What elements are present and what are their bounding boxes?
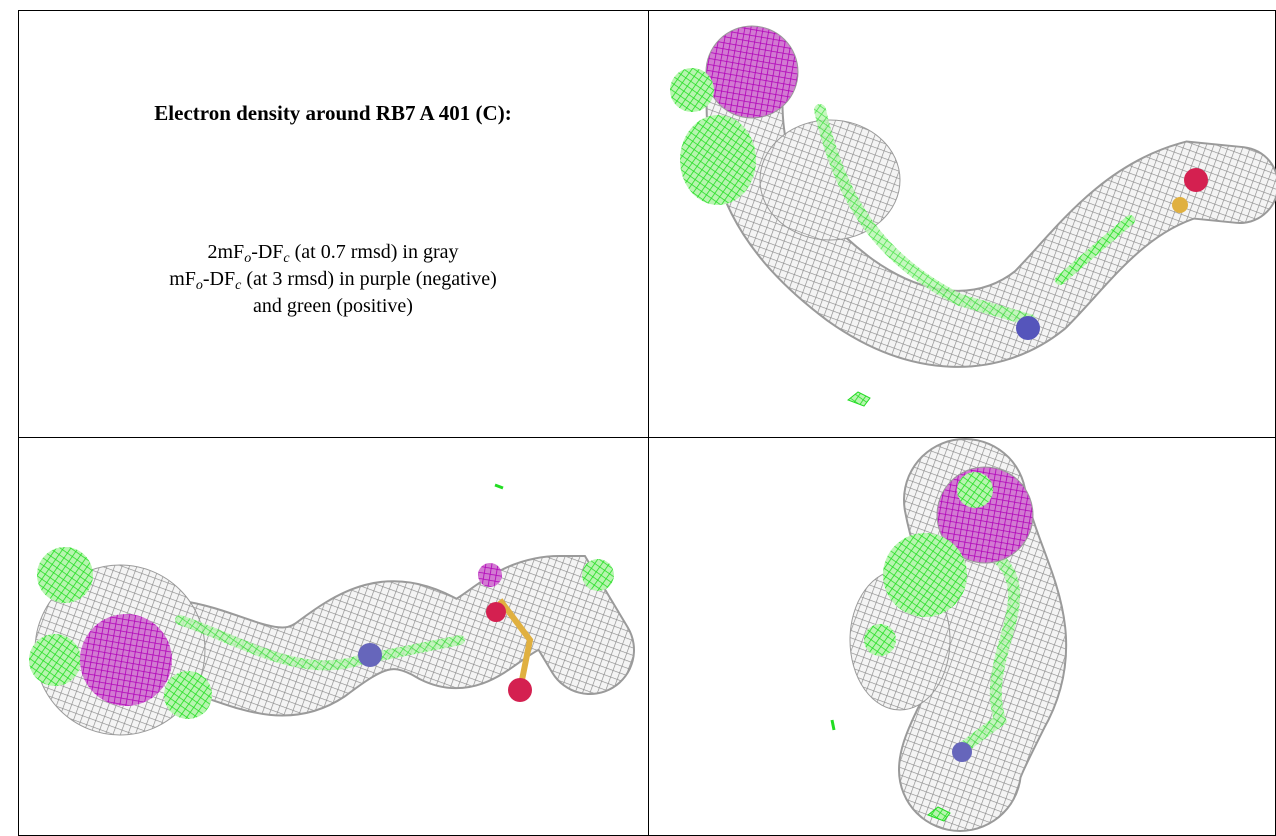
text-run: -DF xyxy=(251,241,284,263)
text-run: (at 0.7 rmsd) in gray xyxy=(289,241,459,263)
subscript: o xyxy=(195,278,203,293)
text-run: and green (positive) xyxy=(253,295,413,317)
subscript: c xyxy=(283,251,290,266)
caption-lines: 2mFo-DFc (at 0.7 rmsd) in gray mFo-DFc (a… xyxy=(19,239,647,320)
density-view-2 xyxy=(29,483,635,736)
caption-line: and green (positive) xyxy=(19,293,647,320)
caption-line: mFo-DFc (at 3 rmsd) in purple (negative) xyxy=(19,266,647,293)
text-run: (at 3 rmsd) in purple (negative) xyxy=(241,268,497,290)
caption-cell: Electron density around RB7 A 401 (C): 2… xyxy=(19,11,647,436)
caption-title: Electron density around RB7 A 401 (C): xyxy=(154,101,512,125)
subscript: c xyxy=(235,278,242,293)
text-run: mF xyxy=(169,268,196,290)
text-run: -DF xyxy=(202,268,236,290)
density-view-1 xyxy=(670,25,1276,407)
text-run: 2mF xyxy=(207,241,245,263)
caption-line: 2mFo-DFc (at 0.7 rmsd) in gray xyxy=(19,239,647,266)
density-view-3 xyxy=(830,438,1068,832)
subscript: o xyxy=(244,251,252,266)
